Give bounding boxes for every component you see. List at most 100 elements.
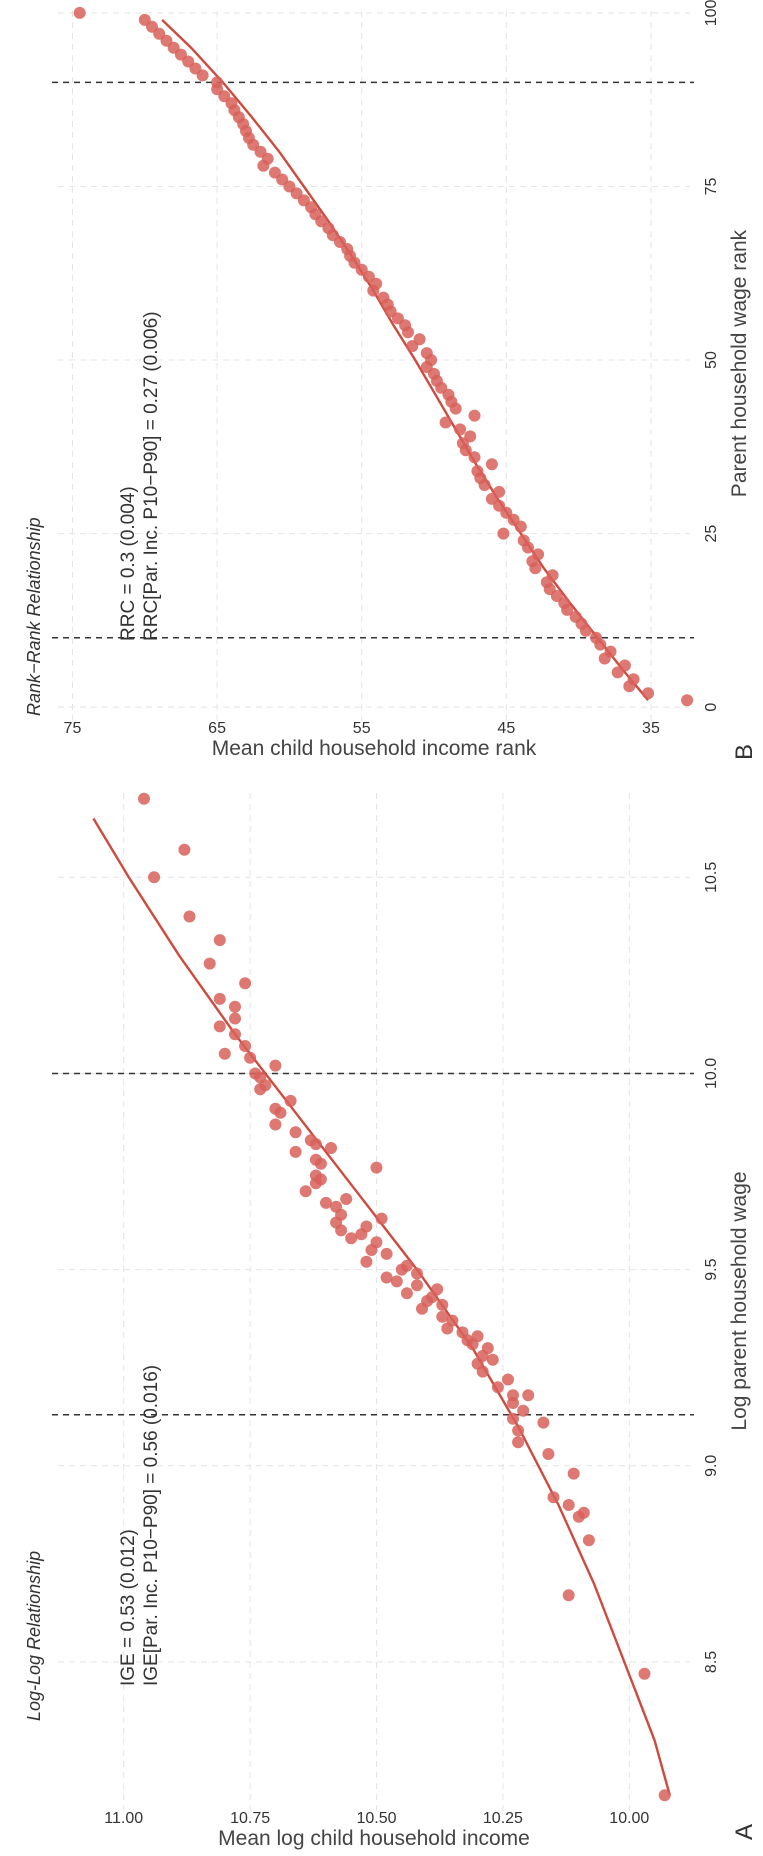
panel-a-data-point bbox=[299, 1185, 312, 1198]
panel-a-data-point bbox=[456, 1326, 469, 1339]
panel-a-data-point bbox=[471, 1330, 484, 1343]
panel-b-data-point bbox=[138, 13, 151, 26]
panel-a-chart: 8.5 9.0 9.5 10.0 10.5 10.00 10.25 10.50 10.75 11… bbox=[24, 791, 751, 1850]
panel-a-data-point bbox=[229, 1012, 241, 1025]
panel-a-data-point bbox=[320, 1196, 332, 1209]
panel-a-data-point bbox=[249, 1067, 262, 1080]
panel-b-fit-curve bbox=[161, 19, 650, 701]
panel-b-y-tick-label: 65 bbox=[208, 720, 226, 737]
panel-a-xticks: 8.5 9.0 9.5 10.0 10.5 bbox=[703, 862, 720, 1673]
panel-b-x-tick-label: 25 bbox=[703, 525, 720, 543]
panel-b-yticks: 35 45 55 65 75 bbox=[64, 720, 660, 737]
panel-a-data-point bbox=[229, 1028, 241, 1041]
panel-a-data-point bbox=[507, 1389, 519, 1402]
panel-a-data-point bbox=[577, 1506, 590, 1519]
panel-a-data-point bbox=[269, 1118, 282, 1131]
panel-a-data-point bbox=[512, 1424, 525, 1437]
panel-b-data-point bbox=[569, 610, 582, 623]
panel-a-data-point bbox=[269, 1059, 282, 1072]
panel-a-data-point bbox=[486, 1353, 499, 1366]
panel-a-fit bbox=[92, 817, 671, 1796]
panel-a-data-point bbox=[517, 1404, 530, 1417]
panel-b-data-point bbox=[590, 631, 602, 644]
panel-a-data-point bbox=[289, 1126, 302, 1139]
panel-a-grid bbox=[58, 791, 690, 1811]
panel-a-data-point bbox=[218, 1047, 231, 1060]
panel-a-data-point bbox=[658, 1789, 671, 1802]
panel-b-data-point bbox=[464, 430, 477, 443]
panel-a-data-point bbox=[542, 1448, 555, 1460]
panel-b-xticks: 0 25 50 75 100 bbox=[703, 0, 720, 712]
panel-a-data-point bbox=[400, 1287, 413, 1300]
panel-a-data-point bbox=[340, 1193, 353, 1205]
panel-a-data-point bbox=[375, 1212, 388, 1225]
panel-a-annotation-2: IGE[Par. Inc. P10−P90] = 0.56 (0.016) bbox=[141, 1365, 162, 1686]
panel-b-data-point bbox=[681, 694, 694, 707]
panel-a-data-point bbox=[370, 1161, 383, 1174]
panel-a-data-point bbox=[502, 1373, 514, 1386]
panel-a-y-tick-label: 11.00 bbox=[104, 1810, 143, 1827]
panel-b-y-axis-label: Mean child household income rank bbox=[212, 737, 537, 760]
panel-b-data-point bbox=[454, 423, 467, 436]
panel-a-points bbox=[138, 792, 671, 1802]
panel-a-data-point bbox=[562, 1589, 575, 1602]
panel-a-data-point bbox=[512, 1436, 525, 1449]
panel-a-data-point bbox=[360, 1220, 373, 1233]
panel-a-y-tick-label: 10.25 bbox=[483, 1810, 523, 1827]
panel-a-data-point bbox=[178, 843, 191, 856]
panel-a-data-point bbox=[400, 1259, 413, 1272]
panel-b-data-point bbox=[485, 458, 498, 471]
panel-b-data-point bbox=[642, 687, 655, 700]
panel-a-data-point bbox=[183, 910, 196, 923]
panel-label-b: B bbox=[731, 744, 758, 760]
panel-b-data-point bbox=[439, 416, 452, 429]
panel-a-fit-curve bbox=[92, 817, 671, 1796]
panel-b-data-point bbox=[420, 347, 433, 360]
panel-a-data-point bbox=[325, 1142, 337, 1154]
panel-a-data-point bbox=[562, 1499, 575, 1511]
panel-b-vlines bbox=[52, 81, 694, 639]
panel-b-data-point bbox=[468, 451, 481, 464]
panel-a-vlines bbox=[52, 1072, 694, 1416]
panel-a-y-tick-label: 10.50 bbox=[357, 1810, 397, 1827]
panel-b-x-tick-label: 50 bbox=[703, 351, 720, 369]
panel-b-data-point bbox=[532, 548, 545, 561]
panel-a-data-point bbox=[638, 1667, 651, 1680]
panel-b-data-point bbox=[517, 534, 530, 547]
panel-a-x-tick-label: 9.0 bbox=[703, 1455, 720, 1477]
panel-a-data-point bbox=[411, 1279, 423, 1292]
panel-a-data-point bbox=[507, 1412, 519, 1425]
panel-a-data-point bbox=[213, 992, 226, 1005]
panel-b-y-tick-label: 45 bbox=[497, 720, 515, 737]
panel-a-data-point bbox=[481, 1342, 494, 1355]
panel-a-data-point bbox=[239, 1040, 252, 1052]
panel-b-x-tick-label: 100 bbox=[703, 0, 720, 26]
panel-a-data-point bbox=[411, 1267, 423, 1280]
panel-a-x-tick-label: 10.5 bbox=[703, 862, 720, 893]
panel-b-data-point bbox=[471, 465, 484, 478]
panel-b-x-tick-label: 75 bbox=[703, 177, 720, 195]
panel-b-grid bbox=[58, 6, 690, 721]
panel-a-data-point bbox=[148, 871, 161, 884]
panel-a-x-tick-label: 10.0 bbox=[703, 1058, 720, 1089]
panel-a-data-point bbox=[304, 1134, 317, 1147]
panel-a-data-point bbox=[330, 1200, 343, 1213]
panel-a-data-point bbox=[284, 1094, 297, 1107]
panel-a-data-point bbox=[213, 1020, 226, 1033]
panel-a-data-point bbox=[309, 1169, 322, 1182]
panel-b-data-point bbox=[546, 569, 559, 582]
panel-a-data-point bbox=[431, 1283, 444, 1296]
panel-a-data-point bbox=[229, 1000, 241, 1013]
panel-b-data-point bbox=[497, 527, 510, 540]
panel-b-y-tick-label: 75 bbox=[64, 720, 82, 737]
panel-a-data-point bbox=[244, 1051, 257, 1064]
panel-b-data-point bbox=[627, 673, 640, 686]
panel-a-yticks: 10.00 10.25 10.50 10.75 11.00 bbox=[104, 1810, 649, 1827]
panel-a-x-tick-label: 9.5 bbox=[703, 1258, 720, 1280]
panel-a-data-point bbox=[547, 1491, 560, 1504]
panel-a-y-tick-label: 10.75 bbox=[230, 1810, 270, 1827]
panel-b-x-tick-label: 0 bbox=[703, 703, 720, 712]
